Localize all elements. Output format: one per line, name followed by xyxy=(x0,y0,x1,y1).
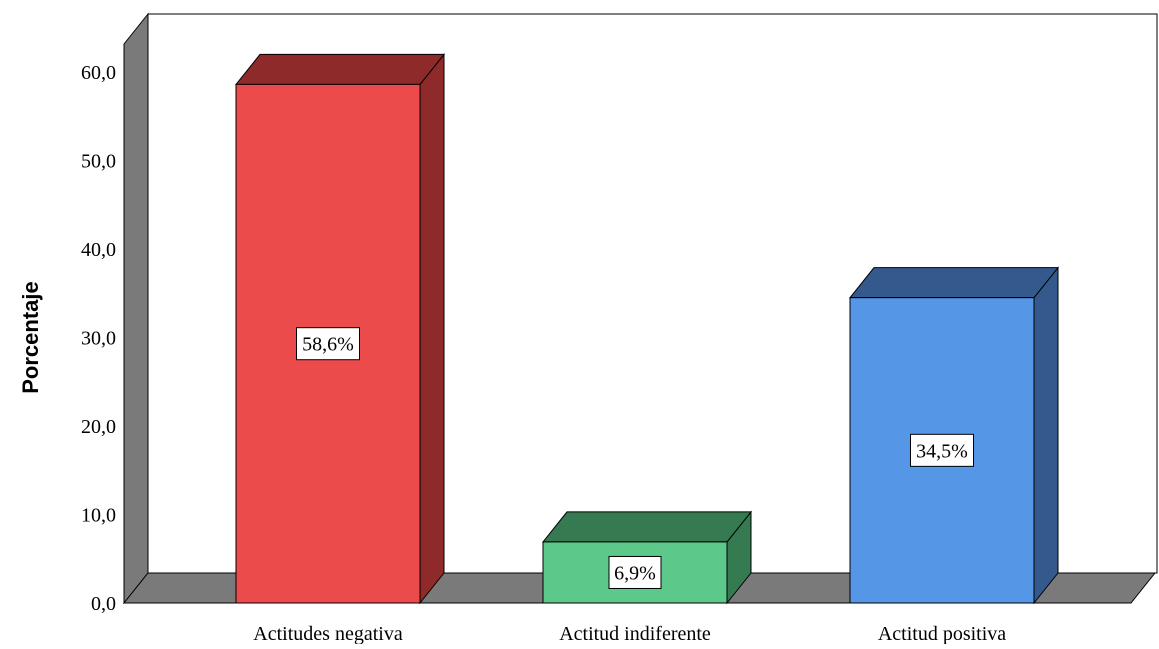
x-tick-label: Actitudes negativa xyxy=(253,623,403,644)
y-tick-label: 0,0 xyxy=(91,593,116,615)
bar-front xyxy=(542,541,728,604)
bar: 58,6% xyxy=(234,52,446,605)
y-tick-label: 50,0 xyxy=(81,151,116,173)
x-tick-label: Actitud positiva xyxy=(878,623,1006,644)
y-tick-label: 20,0 xyxy=(81,416,116,438)
y-tick-label: 30,0 xyxy=(81,328,116,350)
bar-top xyxy=(541,511,753,543)
data-label: 6,9% xyxy=(608,555,662,589)
bar-top xyxy=(848,267,1060,299)
bar: 6,9% xyxy=(541,510,753,605)
data-label-box xyxy=(296,327,360,361)
data-label-text: 34,5% xyxy=(916,440,968,462)
x-tick-label: Actitud indiferente xyxy=(559,623,711,644)
data-label-box xyxy=(910,433,974,467)
data-label: 58,6% xyxy=(296,327,360,361)
y-axis-ticks: 0,0 10,0 20,0 30,0 40,0 50,0 60,0 xyxy=(81,62,116,615)
data-label-box xyxy=(608,555,662,589)
bar-side xyxy=(1033,266,1059,605)
chart-left-wall xyxy=(123,12,149,605)
y-tick-label: 40,0 xyxy=(81,239,116,261)
y-axis-title: Porcentaje xyxy=(18,281,43,394)
x-axis-labels: Actitudes negativa Actitud indiferente Act… xyxy=(253,623,1006,645)
bars-group: 58,6% 6,9% 34,5% xyxy=(234,52,1060,605)
bar-top xyxy=(234,53,446,85)
bar-side xyxy=(419,52,445,605)
data-label: 34,5% xyxy=(910,433,974,467)
data-label-text: 58,6% xyxy=(302,334,354,356)
bar: 34,5% xyxy=(848,266,1060,605)
y-tick-label: 60,0 xyxy=(81,62,116,84)
data-label-text: 6,9% xyxy=(614,562,656,584)
y-tick-label: 10,0 xyxy=(81,505,116,527)
